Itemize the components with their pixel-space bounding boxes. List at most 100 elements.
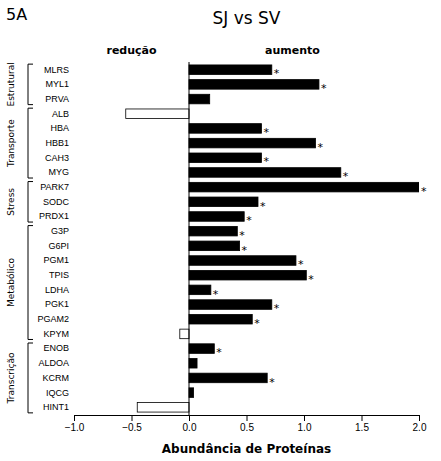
category-label: CAH3 [45, 153, 69, 163]
category-label: PRDX1 [39, 211, 69, 221]
x-tick-mark [247, 415, 248, 421]
bar [189, 168, 341, 178]
y-tick: PRVA [45, 94, 69, 104]
y-tick: MLRS [44, 65, 69, 75]
group-label: Transporte [6, 119, 16, 168]
x-tick: 2.0 [413, 415, 427, 433]
category-label: ALDOA [38, 358, 69, 368]
y-tick: HBB1 [45, 138, 69, 148]
significance-star: * [260, 200, 266, 213]
x-axis: −1.0 −0.5 0.0 0.5 1.0 1.5 2.0 [65, 415, 427, 433]
category-label: TPIS [49, 270, 69, 280]
significance-star: * [239, 229, 245, 242]
y-tick: ENOB [43, 343, 69, 353]
category-label: G6PI [48, 241, 69, 251]
category-label: KPYM [43, 329, 69, 339]
plot: −1.0 −0.5 0.0 0.5 1.0 1.5 2.0 MLRS MYL1 PRVA ALB HB… [6, 44, 427, 433]
bar [189, 270, 306, 280]
y-tick: IQCG [46, 387, 69, 397]
significance-star: * [269, 376, 275, 389]
x-tick-mark [74, 415, 75, 421]
y-tick: TPIS [49, 270, 69, 280]
significance-star: * [274, 67, 280, 80]
category-label: PGM1 [43, 255, 69, 265]
group-bracket: Metabólico [6, 226, 33, 340]
y-tick: ALB [52, 109, 69, 119]
bar [189, 197, 258, 207]
significance-star: * [246, 214, 252, 227]
x-tick: −1.0 [65, 415, 85, 433]
category-label: LDHA [45, 285, 69, 295]
y-tick: PRDX1 [39, 211, 69, 221]
x-tick-mark [419, 415, 420, 421]
direction-header: redução [106, 44, 157, 57]
x-tick-mark [189, 415, 190, 421]
y-tick: PGM1 [43, 255, 69, 265]
bar [189, 256, 296, 266]
bracket-line [28, 226, 33, 340]
group-bracket: Transcrição [6, 343, 33, 413]
category-label: PGK1 [45, 299, 69, 309]
significance-star: * [321, 82, 327, 95]
y-tick: HINT1 [43, 402, 69, 412]
bar [189, 314, 252, 324]
x-axis-title: Abundância de Proteínas [162, 442, 331, 456]
x-tick: 0.0 [183, 415, 197, 433]
category-label: IQCG [46, 387, 69, 397]
bar [126, 109, 189, 119]
bar [189, 124, 261, 134]
bar [189, 182, 419, 192]
x-tick-label: −1.0 [65, 422, 85, 433]
significance-star: * [263, 155, 269, 168]
y-tick: LDHA [45, 285, 69, 295]
significance-star: * [421, 185, 427, 198]
bracket-line [28, 182, 33, 223]
category-label: SODC [43, 197, 70, 207]
y-axis: MLRSMYL1PRVAALBHBAHBB1CAH3MYGPARK7SODCPR… [37, 65, 69, 413]
bar [189, 94, 210, 104]
x-tick: 1.0 [298, 415, 312, 433]
bar [189, 65, 272, 75]
y-tick: MYL1 [45, 79, 69, 89]
bar [189, 153, 261, 163]
significance-star: * [254, 317, 260, 330]
category-label: PARK7 [40, 182, 69, 192]
zero-line [189, 62, 190, 415]
category-label: ENOB [43, 343, 69, 353]
significance-star: * [242, 244, 248, 257]
bar [189, 358, 197, 368]
group-label: Stress [6, 188, 16, 216]
bar [189, 80, 319, 90]
x-tick: −0.5 [122, 415, 142, 433]
y-tick: PGK1 [45, 299, 69, 309]
y-tick: SODC [43, 197, 70, 207]
bar [189, 212, 244, 222]
bars [126, 65, 419, 412]
bracket-line [28, 64, 33, 105]
chart: −1.0 −0.5 0.0 0.5 1.0 1.5 2.0 MLRS MYL1 PRVA ALB HB… [0, 0, 441, 461]
figure-label: 5A [6, 5, 27, 24]
category-label: KCRM [43, 373, 70, 383]
group-label: Transcrição [6, 352, 16, 404]
category-label: HINT1 [43, 402, 69, 412]
bar [137, 403, 189, 413]
bar [189, 138, 316, 148]
bar [189, 388, 194, 398]
bar [189, 285, 211, 295]
significance-star: * [263, 126, 269, 139]
category-label: PGAM2 [37, 314, 69, 324]
y-tick: PARK7 [40, 182, 69, 192]
category-label: ALB [52, 109, 69, 119]
significance-star: * [308, 273, 314, 286]
group-label: Estrutural [6, 62, 16, 106]
significance-star: * [298, 258, 304, 271]
category-label: MYG [48, 167, 69, 177]
x-tick: 1.5 [355, 415, 369, 433]
y-tick: KCRM [43, 373, 70, 383]
y-tick: KPYM [43, 329, 69, 339]
significance-star: * [274, 302, 280, 315]
groups: Estrutural Transporte Stress Metabólico Tran… [6, 62, 33, 413]
x-tick: 0.5 [240, 415, 254, 433]
significance-star: * [216, 346, 222, 359]
y-tick: MYG [48, 167, 69, 177]
